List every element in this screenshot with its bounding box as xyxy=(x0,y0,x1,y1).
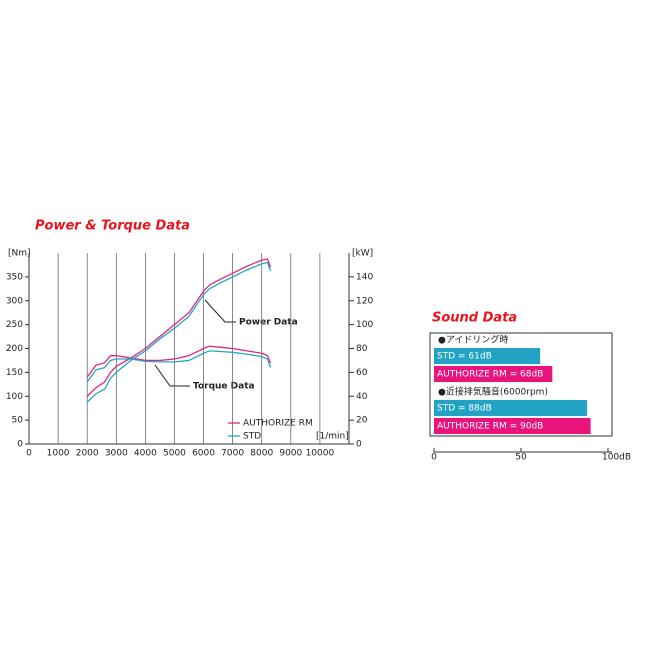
x-axis-label: [1/min] xyxy=(316,432,349,442)
annotation-leader xyxy=(154,364,190,387)
x-tick-label: 1000 xyxy=(47,449,70,459)
x-tick-label: 7000 xyxy=(221,449,244,459)
group-label: ●アイドリング時 xyxy=(438,334,508,346)
x-tick-label: 100dB xyxy=(602,453,631,463)
x-tick-label: 10000 xyxy=(306,449,335,459)
y2-tick-label: 60 xyxy=(356,368,368,378)
y-tick-label: 250 xyxy=(6,320,23,330)
y2-tick-label: 40 xyxy=(356,392,368,402)
power-line xyxy=(86,258,272,397)
y-axis-label: [Nm] xyxy=(8,249,31,259)
bar-label: AUTHORIZE RM = 90dB xyxy=(437,422,543,432)
torque-line xyxy=(86,345,272,378)
x-tick-label: 9000 xyxy=(279,449,302,459)
bar-label: STD = 88dB xyxy=(437,404,492,414)
y2-tick-label: 140 xyxy=(356,272,373,282)
bar xyxy=(434,348,541,364)
x-tick-label: 2000 xyxy=(76,449,99,459)
x-tick-label: 8000 xyxy=(250,449,273,459)
chart-title: Sound Data xyxy=(432,311,517,326)
y2-tick-label: 20 xyxy=(356,416,368,426)
power-line xyxy=(86,261,272,403)
bar xyxy=(434,366,553,382)
x-tick-label: 5000 xyxy=(163,449,186,459)
annotation: Torque Data xyxy=(193,382,255,392)
bar-label: AUTHORIZE RM = 68dB xyxy=(437,370,543,380)
y-tick-label: 200 xyxy=(6,344,23,354)
y2-tick-label: 100 xyxy=(356,320,373,330)
x-tick-label: 3000 xyxy=(105,449,128,459)
group-label: ●近接排気騒音(6000rpm) xyxy=(438,386,548,398)
y-tick-label: 0 xyxy=(17,440,23,450)
bar xyxy=(434,418,591,434)
bar xyxy=(434,400,588,416)
annotation: Power Data xyxy=(239,318,298,328)
y-tick-label: 150 xyxy=(6,368,23,378)
y-tick-label: 350 xyxy=(6,272,23,282)
y2-tick-label: 80 xyxy=(356,344,368,354)
y2-tick-label: 0 xyxy=(356,440,362,450)
x-tick-label: 0 xyxy=(26,449,32,459)
x-tick-label: 4000 xyxy=(134,449,157,459)
chart-title: Power & Torque Data xyxy=(35,219,190,234)
x-tick-label: 0 xyxy=(431,453,437,463)
y2-tick-label: 120 xyxy=(356,296,373,306)
y-tick-label: 50 xyxy=(12,416,24,426)
sound-frame xyxy=(429,332,613,437)
y-tick-label: 300 xyxy=(6,296,23,306)
y-tick-label: 100 xyxy=(6,392,23,402)
bar-label: STD = 61dB xyxy=(437,352,492,362)
x-tick-label: 50 xyxy=(515,453,527,463)
legend-label: AUTHORIZE RM xyxy=(243,419,313,429)
y2-axis-label: [kW] xyxy=(352,249,373,259)
torque-line xyxy=(86,350,272,383)
x-tick-label: 6000 xyxy=(192,449,215,459)
legend-label: STD xyxy=(243,432,261,442)
